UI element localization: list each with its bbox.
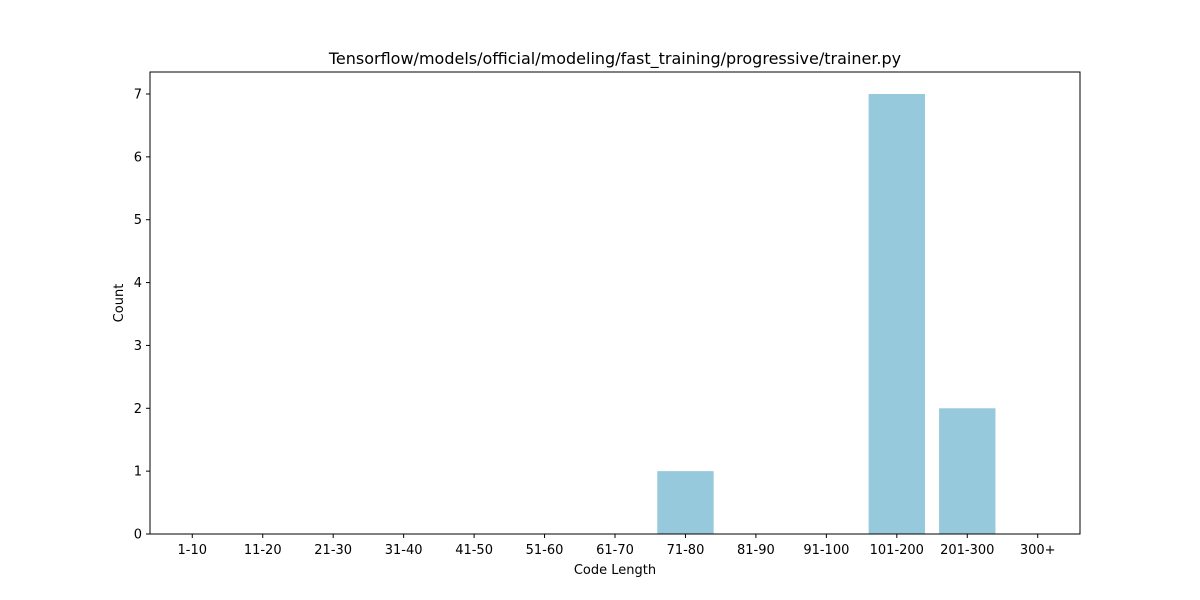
x-tick-label: 201-300 xyxy=(940,543,994,558)
x-tick-label: 41-50 xyxy=(455,543,493,558)
y-tick-label: 1 xyxy=(134,465,142,480)
y-tick-label: 4 xyxy=(134,276,142,291)
x-tick-label: 71-80 xyxy=(667,543,705,558)
bar-71-80 xyxy=(657,471,714,534)
x-tick-label: 300+ xyxy=(1020,543,1056,558)
y-tick-label: 6 xyxy=(134,150,142,165)
y-axis: 0 1 2 3 4 5 6 7 xyxy=(134,88,150,543)
x-tick-label: 51-60 xyxy=(526,543,564,558)
x-axis-label: Code Length xyxy=(574,563,656,578)
y-tick-label: 5 xyxy=(134,213,142,228)
y-tick-label: 3 xyxy=(134,339,142,354)
x-tick-label: 31-40 xyxy=(385,543,423,558)
x-tick-label: 101-200 xyxy=(870,543,924,558)
x-tick-label: 61-70 xyxy=(596,543,634,558)
chart-title: Tensorflow/models/official/modeling/fast… xyxy=(328,49,901,69)
y-axis-label: Count xyxy=(112,284,127,323)
y-tick-label: 7 xyxy=(134,88,142,103)
y-tick-label: 2 xyxy=(134,402,142,417)
x-tick-label: 81-90 xyxy=(737,543,775,558)
x-axis: 1-10 11-20 21-30 31-40 41-50 51-60 61-70 71-80 8… xyxy=(178,534,1056,558)
bars-layer xyxy=(657,94,996,534)
y-tick-label: 0 xyxy=(134,528,142,543)
x-tick-label: 21-30 xyxy=(314,543,352,558)
x-tick-label: 11-20 xyxy=(244,543,282,558)
bar-201-300 xyxy=(939,408,996,534)
x-tick-label: 1-10 xyxy=(178,543,208,558)
bar-101-200 xyxy=(868,94,925,534)
x-tick-label: 91-100 xyxy=(803,543,849,558)
